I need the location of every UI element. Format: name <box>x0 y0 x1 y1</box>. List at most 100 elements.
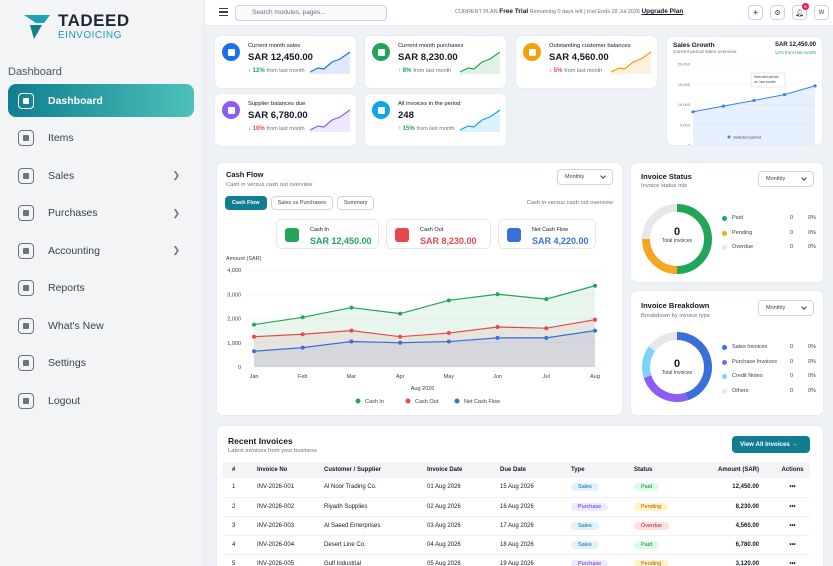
donut-slice-3[interactable] <box>648 332 678 352</box>
growth-point[interactable] <box>752 98 756 103</box>
growth-point[interactable] <box>721 104 726 108</box>
cart-icon <box>18 205 34 221</box>
brand-logo[interactable]: TADEED EINVOICING <box>22 10 130 42</box>
plan-label: CURRENT PLAN <box>455 9 498 15</box>
tab-sales-vs-purchases[interactable]: Sales vs Purchases <box>270 196 333 210</box>
series-point[interactable] <box>252 349 256 354</box>
settings-button[interactable]: ⚙ <box>770 5 785 20</box>
series-point[interactable] <box>446 339 451 344</box>
series-point[interactable] <box>446 298 451 303</box>
column-header: Actions <box>775 462 810 478</box>
row-actions-button[interactable]: ••• <box>775 554 810 566</box>
kpi-card[interactable]: Current month sales SAR 12,450.00 ↑ 12% fro… <box>215 36 356 88</box>
kpi-card[interactable]: All invoices in the period 248 ↑ 15% from l… <box>365 94 506 146</box>
view-all-invoices-button[interactable]: View All Invoices → <box>732 436 810 453</box>
tab-summary[interactable]: Summary <box>336 196 375 210</box>
cash-flow-period-select[interactable]: Monthly <box>557 169 613 185</box>
kpi-card[interactable]: Outstanding customer balances SAR 4,560.0… <box>516 36 657 88</box>
sidebar-item-purchases[interactable]: Purchases ❯ <box>8 197 194 230</box>
arrow-down-icon: ↓ <box>248 126 253 132</box>
series-point[interactable] <box>300 332 305 337</box>
sidebar-item-what-s-new[interactable]: What's New <box>8 309 194 342</box>
growth-point[interactable] <box>691 110 695 114</box>
sidebar-item-settings[interactable]: Settings <box>8 347 194 380</box>
series-point[interactable] <box>593 283 597 288</box>
series-point[interactable] <box>300 315 305 320</box>
search-input[interactable]: Search modules, pages... <box>235 5 387 21</box>
table-row[interactable]: 1 INV-2026-001 Al Noor Trading Co. 01 Aug 2… <box>222 478 810 498</box>
legend-dot <box>722 374 727 379</box>
table-row[interactable]: 4 INV-2026-004 Desert Line Co. 04 Aug 2026 1… <box>222 535 810 555</box>
row-actions-button[interactable]: ••• <box>775 516 810 536</box>
row-actions-button[interactable]: ••• <box>775 478 810 498</box>
bag-icon <box>18 167 34 184</box>
upgrade-plan-link[interactable]: Upgrade Plan <box>641 8 684 15</box>
cell-type: Sales <box>561 516 624 536</box>
tab-cash-flow[interactable]: Cash Flow <box>225 196 267 210</box>
series-point[interactable] <box>398 334 403 339</box>
table-row[interactable]: 5 INV-2026-005 Gulf Industrial 05 Aug 2026 1… <box>222 554 810 566</box>
series-point[interactable] <box>300 345 305 350</box>
cell-no: INV-2026-005 <box>247 554 314 566</box>
growth-point[interactable] <box>813 84 817 88</box>
status-total-value: 0 <box>673 226 681 238</box>
kpi-value: SAR 12,450.00 <box>248 52 313 63</box>
sidebar-item-reports[interactable]: Reports <box>8 272 194 305</box>
table-row[interactable]: 2 INV-2026-002 Riyadh Supplies 02 Aug 2026 1… <box>222 497 810 517</box>
growth-y-tick: 5,000 <box>680 122 691 127</box>
series-point[interactable] <box>544 326 549 331</box>
status-badge: Overdue <box>634 521 670 530</box>
series-point[interactable] <box>349 328 354 333</box>
series-point[interactable] <box>495 335 500 340</box>
growth-point[interactable] <box>782 92 787 97</box>
kpi-change-text: from last month <box>413 68 452 74</box>
series-point[interactable] <box>593 317 597 322</box>
notification-badge: 6 <box>802 3 809 10</box>
donut-slice-2[interactable] <box>642 204 678 240</box>
avatar[interactable]: W <box>814 5 829 20</box>
kpi-card[interactable]: Current month purchases SAR 8,230.00 ↑ 8% f… <box>365 36 506 88</box>
series-point[interactable] <box>398 311 403 316</box>
donut-slice-1[interactable] <box>642 238 678 274</box>
series-point[interactable] <box>349 305 354 310</box>
series-point[interactable] <box>544 297 549 302</box>
donut-slice-0[interactable] <box>676 204 712 274</box>
sidebar-item-accounting[interactable]: Accounting ❯ <box>8 234 194 267</box>
series-point[interactable] <box>349 339 354 344</box>
sidebar-item-dashboard[interactable]: Dashboard <box>8 84 194 117</box>
sidebar-item-items[interactable]: Items <box>8 122 194 155</box>
table-row[interactable]: 3 INV-2026-003 Al Saeed Enterprises 03 Aug … <box>222 516 810 536</box>
series-point[interactable] <box>495 292 500 297</box>
kpi-sparkline <box>460 109 500 132</box>
kpi-change-value: 5% <box>553 68 563 74</box>
growth-tooltip-line1: Selected period <box>754 75 778 79</box>
sidebar-item-label: Reports <box>48 282 85 294</box>
menu-icon[interactable] <box>219 8 228 16</box>
kpi-card[interactable]: Supplier balances due SAR 6,780.00 ↓ 10% fr… <box>215 94 356 146</box>
notifications-button[interactable]: 🔔︎ 6 <box>792 3 809 20</box>
donut-slice-1[interactable] <box>643 375 688 402</box>
cash-in-value: SAR 12,450.00 <box>310 236 372 246</box>
series-point[interactable] <box>544 335 549 340</box>
sidebar-item-sales[interactable]: Sales ❯ <box>8 159 194 192</box>
invoice-status-period-select[interactable]: Monthly <box>758 171 814 187</box>
theme-toggle-button[interactable]: ☀ <box>748 5 763 20</box>
series-point[interactable] <box>252 322 256 327</box>
cash-flow-card: Cash Flow Cash in versus cash out overvi… <box>217 163 622 415</box>
series-point[interactable] <box>593 328 597 333</box>
donut-slice-0[interactable] <box>676 332 712 401</box>
series-point[interactable] <box>252 334 256 339</box>
invoice-status-subtitle: Invoice status mix <box>641 183 688 189</box>
series-point[interactable] <box>446 331 451 336</box>
kpi-label: Current month sales <box>248 43 301 49</box>
invoice-breakdown-period-select[interactable]: Monthly <box>758 300 814 316</box>
donut-slice-2[interactable] <box>642 346 656 378</box>
sidebar-item-logout[interactable]: Logout <box>8 384 194 417</box>
series-point[interactable] <box>495 324 500 329</box>
net-cash-summary: Net Cash Flow SAR 4,220.00 <box>498 219 596 249</box>
cash-flow-note: Cash in versus cash out overview <box>526 200 613 206</box>
sidebar-item-label: Logout <box>48 394 81 407</box>
row-actions-button[interactable]: ••• <box>775 535 810 555</box>
row-actions-button[interactable]: ••• <box>775 497 810 517</box>
series-point[interactable] <box>398 340 403 345</box>
